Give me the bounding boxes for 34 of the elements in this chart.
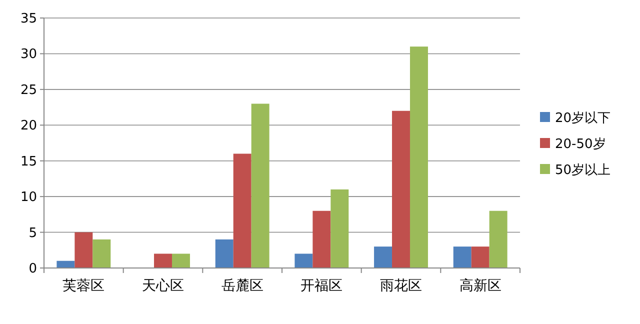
x-tick-label: 雨花区 bbox=[380, 278, 422, 294]
legend-label: 20岁以下 bbox=[555, 111, 611, 126]
y-tick-label: 0 bbox=[28, 262, 37, 276]
bar bbox=[56, 260, 75, 268]
bar bbox=[215, 239, 234, 268]
bar bbox=[489, 210, 508, 268]
x-tick-label: 芙蓉区 bbox=[62, 278, 105, 294]
bar bbox=[233, 154, 252, 268]
legend-label: 50岁以上 bbox=[555, 163, 611, 178]
y-tick-label: 10 bbox=[20, 190, 37, 206]
x-tick-label: 高新区 bbox=[459, 278, 502, 294]
y-tick-label: 30 bbox=[20, 47, 37, 62]
bar bbox=[471, 246, 490, 268]
bar bbox=[453, 246, 472, 268]
bar bbox=[154, 254, 172, 268]
y-tick-label: 15 bbox=[20, 154, 37, 170]
x-tick-label: 岳麓区 bbox=[221, 278, 264, 294]
bar bbox=[392, 110, 410, 268]
y-tick-label: 35 bbox=[20, 12, 37, 26]
bar bbox=[312, 210, 331, 268]
bar bbox=[374, 246, 392, 268]
x-tick-label: 开福区 bbox=[300, 278, 343, 294]
bar bbox=[172, 254, 190, 268]
bar bbox=[92, 239, 111, 268]
y-tick-label: 25 bbox=[20, 82, 37, 98]
bar bbox=[251, 104, 270, 268]
x-tick-label: 天心区 bbox=[142, 278, 184, 294]
bar bbox=[294, 254, 313, 268]
y-tick-label: 5 bbox=[28, 226, 37, 241]
y-tick-label: 20 bbox=[20, 118, 37, 134]
bar bbox=[330, 189, 349, 268]
bar bbox=[74, 232, 93, 268]
bar bbox=[410, 46, 428, 268]
legend-label: 20-50岁 bbox=[555, 137, 606, 152]
